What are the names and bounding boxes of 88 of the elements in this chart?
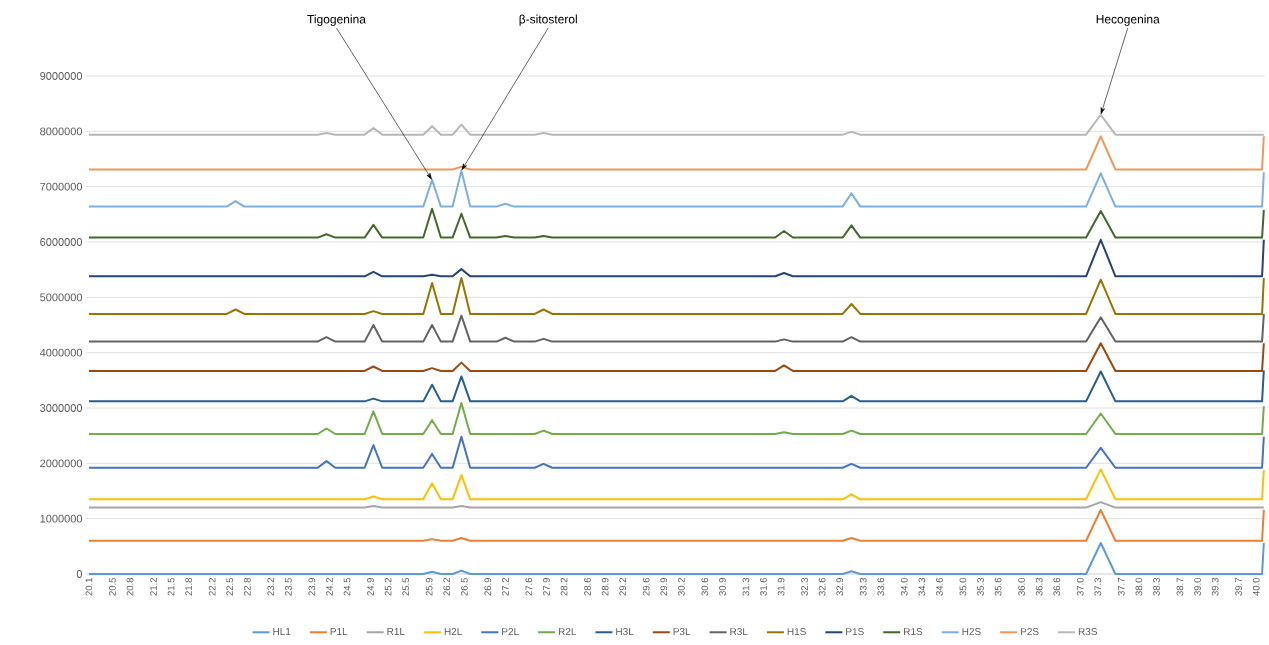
x-tick-label: 34.3 <box>918 577 926 596</box>
y-tick-label: 9000000 <box>40 72 83 80</box>
x-tick-label: 20.1 <box>85 577 93 596</box>
x-tick-label: 30.2 <box>678 577 685 596</box>
x-tick-label: 25.2 <box>384 577 392 596</box>
x-tick-label: 27.2 <box>502 577 509 596</box>
x-tick-label: 32.3 <box>801 577 808 596</box>
legend-label: H1S <box>787 628 806 636</box>
x-tick-label: 36.6 <box>1053 577 1061 596</box>
x-tick-label: 27.9 <box>543 577 550 596</box>
x-tick-label: 39.7 <box>1235 577 1242 596</box>
legend-label: R2L <box>558 628 577 636</box>
y-tick-label: 0 <box>76 570 83 578</box>
x-tick-label: 37.3 <box>1094 577 1102 596</box>
legend-label: H3L <box>616 628 634 636</box>
y-tick-label: 6000000 <box>40 238 83 246</box>
x-tick-label: 30.6 <box>701 577 709 596</box>
x-tick-label: 31.9 <box>777 577 785 596</box>
x-tick-label: 22.2 <box>208 577 216 596</box>
y-tick-label: 5000000 <box>40 293 83 302</box>
x-tick-label: 26.9 <box>484 577 492 596</box>
x-tick-label: 31.6 <box>760 577 767 596</box>
x-tick-label: 20.5 <box>109 577 116 596</box>
x-tick-label: 20.8 <box>126 577 134 596</box>
legend-label: P2L <box>502 628 519 636</box>
x-tick-label: 30.9 <box>719 577 726 596</box>
x-tick-label: 35.6 <box>994 577 1002 596</box>
legend-label: HL1 <box>273 628 291 635</box>
legend-label: P3L <box>673 628 691 636</box>
x-tick-label: 26.2 <box>443 577 451 596</box>
annotation: β-sitosterol <box>519 14 577 26</box>
annotation: Tigogenina <box>307 14 366 26</box>
y-tick-label: 8000000 <box>40 127 83 136</box>
x-tick-label: 23.2 <box>267 577 275 596</box>
legend-label: R1S <box>904 628 923 636</box>
x-tick-label: 28.2 <box>560 577 568 596</box>
legend-label: P1S <box>846 628 864 636</box>
x-tick-label: 24.5 <box>343 577 351 596</box>
x-tick-label: 32.9 <box>836 577 844 596</box>
x-tick-label: 34.6 <box>936 577 943 596</box>
x-tick-label: 33.6 <box>877 577 885 596</box>
x-tick-label: 38.3 <box>1153 577 1160 596</box>
x-tick-label: 35.0 <box>959 577 967 596</box>
x-tick-label: 21.5 <box>167 577 175 596</box>
legend-label: H2L <box>444 628 462 636</box>
y-tick-label: 7000000 <box>40 182 83 191</box>
x-tick-label: 32.6 <box>818 577 826 596</box>
legend-label: R3S <box>1078 628 1098 636</box>
x-tick-label: 37.0 <box>1076 577 1084 596</box>
x-tick-label: 22.8 <box>243 577 251 596</box>
legend-label: R3L <box>730 628 748 636</box>
x-tick-label: 29.2 <box>619 577 627 596</box>
y-tick-label: 4000000 <box>39 348 83 357</box>
x-tick-label: 31.3 <box>742 577 750 596</box>
legend-label: P1L <box>330 628 348 635</box>
legend-label: R1L <box>387 628 405 635</box>
y-tick-label: 3000000 <box>40 404 83 412</box>
x-tick-label: 23.9 <box>308 577 316 596</box>
x-tick-label: 24.2 <box>326 577 333 596</box>
legend-label: H2S <box>962 628 981 636</box>
x-tick-label: 29.6 <box>642 577 650 596</box>
y-tick-label: 2000000 <box>40 459 83 468</box>
x-tick-label: 25.5 <box>402 577 410 596</box>
x-tick-label: 36.0 <box>1018 577 1025 596</box>
x-tick-label: 39.3 <box>1211 577 1219 596</box>
x-tick-label: 21.2 <box>150 577 157 596</box>
x-tick-label: 38.0 <box>1135 577 1143 596</box>
x-tick-label: 28.6 <box>584 577 591 596</box>
x-tick-label: 21.8 <box>185 577 193 596</box>
x-tick-label: 24.9 <box>367 577 374 596</box>
x-tick-label: 28.9 <box>601 577 609 596</box>
x-tick-label: 38.7 <box>1176 577 1184 596</box>
y-tick-label: 1000000 <box>40 514 83 523</box>
x-tick-label: 39.0 <box>1194 577 1201 596</box>
x-tick-label: 40.0 <box>1252 577 1260 596</box>
x-tick-label: 29.9 <box>660 577 668 596</box>
x-tick-label: 37.7 <box>1117 577 1125 596</box>
annotation: Hecogenina <box>1096 14 1160 26</box>
x-tick-label: 22.5 <box>226 577 234 596</box>
x-tick-label: 35.3 <box>977 577 984 596</box>
x-tick-label: 25.9 <box>425 577 433 596</box>
x-tick-label: 33.3 <box>859 577 867 596</box>
x-tick-label: 36.3 <box>1035 577 1043 596</box>
legend-label: P2S <box>1020 628 1039 636</box>
x-tick-label: 23.5 <box>285 577 292 596</box>
x-tick-label: 26.5 <box>460 577 468 596</box>
x-tick-label: 27.6 <box>525 577 533 596</box>
x-tick-label: 34.0 <box>900 577 908 596</box>
